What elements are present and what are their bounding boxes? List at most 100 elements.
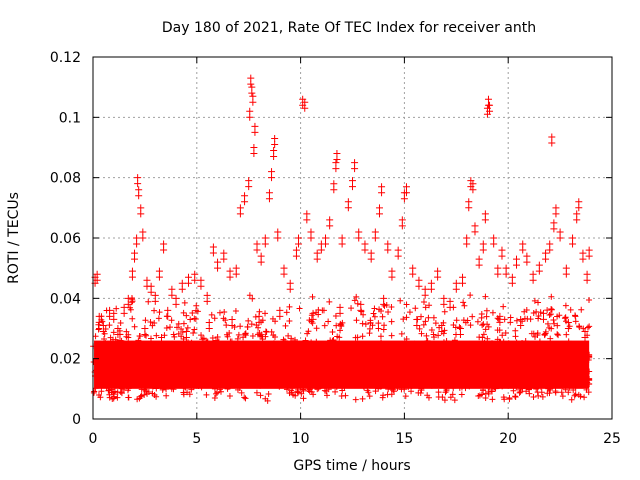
data-point: [137, 204, 145, 218]
data-point: [301, 98, 309, 112]
data-point: [120, 303, 128, 317]
data-point: [465, 198, 473, 212]
data-point: [232, 264, 240, 278]
data-point: [475, 255, 483, 269]
data-point: [415, 276, 423, 290]
x-tick-label: 20: [499, 431, 517, 447]
data-point: [168, 285, 176, 299]
data-point: [357, 300, 365, 314]
y-tick-label: 0.1: [59, 110, 81, 126]
data-point: [110, 309, 118, 323]
data-point: [135, 186, 143, 200]
dense-data-band: [90, 292, 593, 404]
y-tick-label: 0: [72, 412, 81, 428]
data-points: [91, 74, 593, 354]
data-point: [556, 228, 564, 242]
data-point: [257, 252, 265, 266]
data-point: [529, 270, 537, 284]
data-point: [581, 328, 589, 342]
data-point: [463, 234, 471, 248]
data-point: [523, 252, 531, 266]
data-point: [251, 122, 259, 136]
data-point: [151, 291, 159, 305]
data-point: [375, 204, 383, 218]
data-point: [203, 291, 211, 305]
data-point: [249, 92, 257, 106]
data-point: [99, 321, 107, 335]
data-point: [446, 297, 454, 311]
data-point: [409, 264, 417, 278]
data-point: [434, 267, 442, 281]
data-point: [471, 222, 479, 236]
data-point: [214, 258, 222, 272]
dense-band-core: [94, 340, 590, 389]
data-point: [517, 315, 525, 329]
x-tick-labels: 0 5 10 15 20 25: [89, 431, 621, 447]
data-point: [134, 174, 142, 188]
x-tick-label: 0: [89, 431, 98, 447]
data-point: [552, 204, 560, 218]
data-point: [502, 264, 510, 278]
data-point: [172, 294, 180, 308]
data-point: [513, 255, 521, 269]
data-point: [548, 133, 556, 147]
data-point: [371, 228, 379, 242]
data-point: [236, 204, 244, 218]
data-point: [292, 246, 300, 260]
x-axis-label: GPS time / hours: [293, 458, 410, 474]
data-point: [265, 189, 273, 203]
data-point: [147, 282, 155, 296]
data-point: [274, 228, 282, 242]
data-point: [583, 270, 591, 284]
data-point: [307, 228, 315, 242]
data-point: [295, 234, 303, 248]
data-point: [452, 279, 460, 293]
y-tick-label: 0.12: [50, 50, 81, 66]
data-point: [95, 312, 103, 326]
y-tick-label: 0.06: [50, 231, 81, 247]
data-point: [116, 331, 124, 345]
data-point: [546, 240, 554, 254]
data-point: [380, 294, 388, 308]
data-point: [384, 240, 392, 254]
data-point: [124, 294, 132, 308]
data-point: [197, 276, 205, 290]
data-point: [535, 261, 543, 275]
data-point: [336, 303, 344, 317]
data-point: [569, 234, 577, 248]
y-tick-label: 0.08: [50, 171, 81, 187]
data-point: [550, 219, 558, 233]
data-point: [562, 264, 570, 278]
data-point: [303, 210, 311, 224]
data-point: [164, 306, 172, 320]
data-point: [276, 306, 284, 320]
data-point: [469, 180, 477, 194]
data-point: [542, 249, 550, 263]
data-point: [191, 270, 199, 284]
data-point: [322, 234, 330, 248]
data-point: [220, 249, 228, 263]
data-point: [286, 279, 294, 293]
data-point: [309, 309, 317, 323]
data-point: [270, 147, 278, 161]
data-point: [261, 234, 269, 248]
data-point: [330, 180, 338, 194]
data-point: [182, 328, 190, 342]
data-point: [355, 228, 363, 242]
data-point: [440, 294, 448, 308]
data-point: [250, 144, 258, 157]
data-point: [333, 150, 341, 164]
data-point: [402, 183, 410, 197]
data-point: [326, 216, 334, 230]
data-point: [317, 240, 325, 254]
data-point: [481, 210, 489, 224]
data-point: [101, 340, 109, 354]
x-tick-label: 25: [603, 431, 621, 447]
data-point: [271, 134, 279, 148]
data-point: [427, 279, 435, 293]
data-point: [255, 312, 263, 326]
data-point: [479, 240, 487, 254]
x-tick-label: 10: [292, 431, 310, 447]
data-point: [490, 234, 498, 248]
